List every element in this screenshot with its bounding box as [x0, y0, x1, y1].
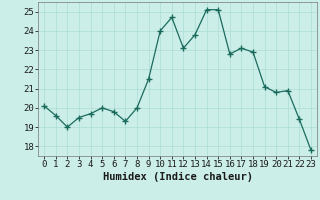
- X-axis label: Humidex (Indice chaleur): Humidex (Indice chaleur): [103, 172, 252, 182]
